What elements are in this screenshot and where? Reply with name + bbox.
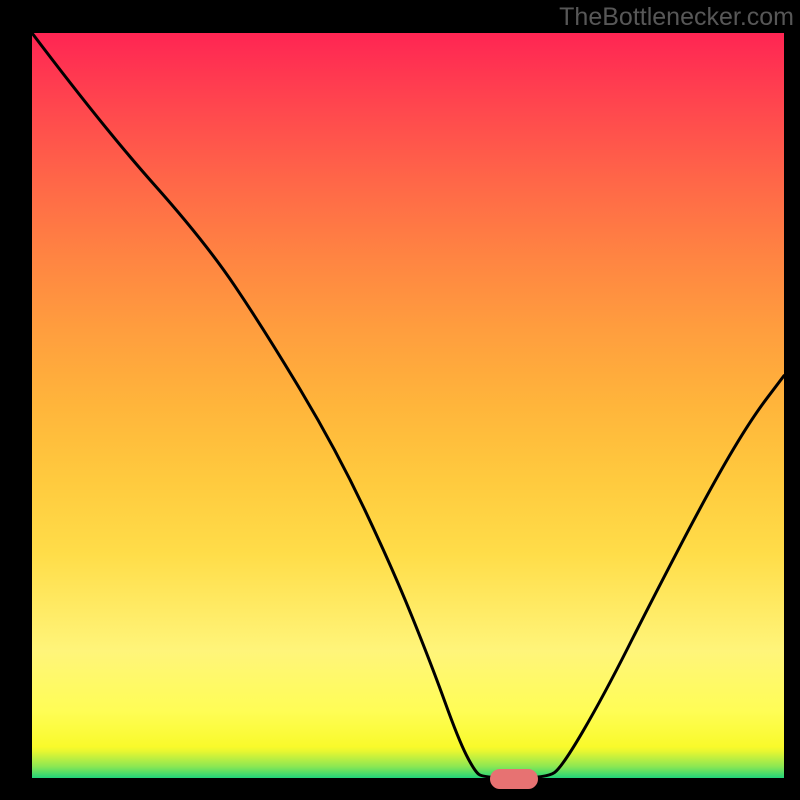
optimal-marker (490, 769, 538, 789)
chart-background-gradient (32, 33, 784, 778)
chart-container: TheBottlenecker.com (0, 0, 800, 800)
watermark-text: TheBottlenecker.com (559, 3, 794, 32)
